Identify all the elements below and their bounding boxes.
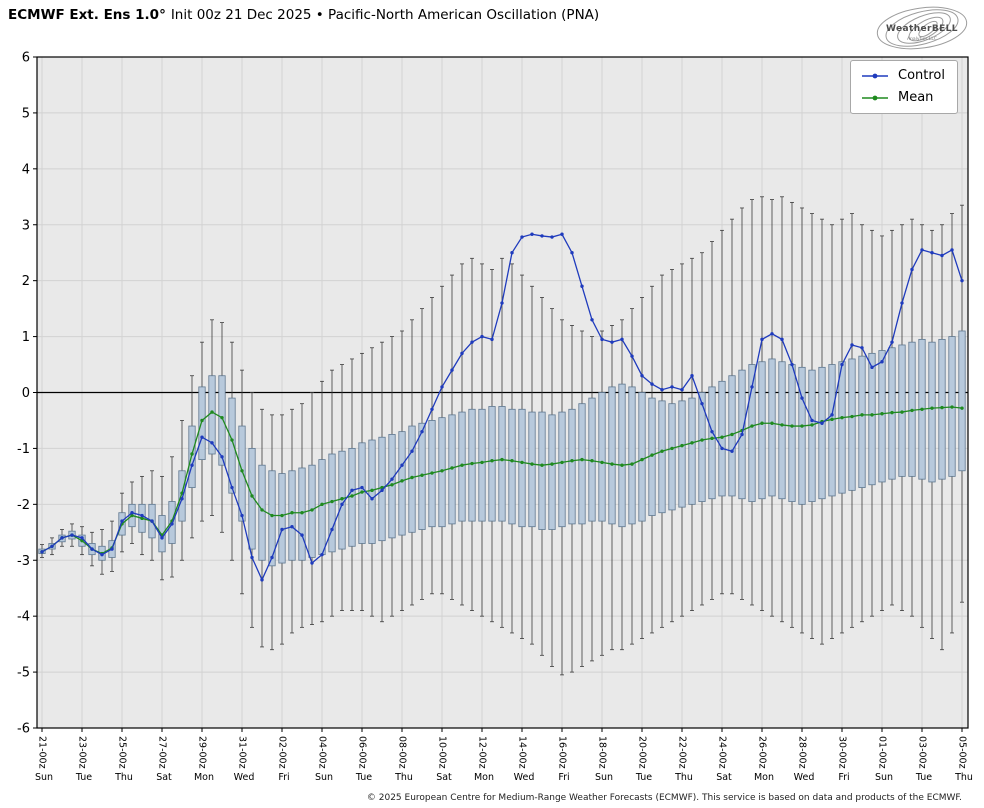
weatherbell-logo: WeatherBELL Analytics LLC [874, 2, 970, 60]
x-tick-label: 05-00z [957, 736, 968, 769]
x-tick-label: 22-00z [677, 736, 688, 769]
y-tick-label: 4 [22, 162, 30, 177]
legend-item-mean: Mean [860, 90, 945, 105]
x-tick-label: 21-00z [37, 736, 48, 769]
legend-item-control: Control [860, 68, 945, 83]
x-tick-label: 25-00z [117, 736, 128, 769]
x-tick-label: 04-00z [317, 736, 328, 769]
logo-text: WeatherBELL [886, 24, 958, 34]
logo-subtext: Analytics LLC [907, 36, 937, 42]
x-tick-weekday: Mon [194, 772, 214, 783]
x-tick-label: 26-00z [757, 736, 768, 769]
x-tick-label: 08-00z [397, 736, 408, 769]
x-tick-weekday: Sun [35, 772, 53, 783]
x-tick-label: 18-00z [597, 736, 608, 769]
mean-line-swatch [862, 95, 888, 100]
x-tick-label: 12-00z [477, 736, 488, 769]
x-tick-weekday: Fri [838, 772, 849, 783]
x-tick-label: 31-00z [237, 736, 248, 769]
y-tick-label: -2 [17, 498, 30, 513]
y-tick-label: 1 [22, 330, 30, 345]
x-tick-weekday: Sun [595, 772, 613, 783]
x-tick-label: 20-00z [637, 736, 648, 769]
x-tick-label: 03-00z [917, 736, 928, 769]
x-tick-label: 29-00z [197, 736, 208, 769]
y-tick-label: 5 [22, 106, 30, 121]
x-tick-label: 30-00z [837, 736, 848, 769]
x-tick-label: 06-00z [357, 736, 368, 769]
x-tick-weekday: Tue [635, 772, 652, 783]
x-tick-label: 16-00z [557, 736, 568, 769]
x-tick-weekday: Wed [794, 772, 815, 783]
y-tick-label: -6 [17, 722, 30, 737]
y-tick-label: 6 [22, 51, 30, 66]
x-tick-weekday: Tue [75, 772, 92, 783]
copyright-notice: © 2025 European Centre for Medium-Range … [366, 793, 962, 803]
x-tick-label: 23-00z [77, 736, 88, 769]
x-tick-label: 01-00z [877, 736, 888, 769]
chart-title: ECMWF Ext. Ens 1.0° Init 00z 21 Dec 2025 … [8, 7, 599, 23]
x-tick-weekday: Fri [278, 772, 289, 783]
chart-legend: Control Mean [850, 60, 958, 114]
x-tick-weekday: Sat [716, 772, 732, 783]
y-tick-label: 2 [22, 274, 30, 289]
x-tick-weekday: Tue [355, 772, 372, 783]
y-tick-label: -1 [17, 442, 30, 457]
y-tick-label: -5 [17, 666, 30, 681]
x-tick-label: 14-00z [517, 736, 528, 769]
weatherbell-swirl-icon: WeatherBELL Analytics LLC [876, 6, 968, 50]
x-tick-weekday: Sat [156, 772, 172, 783]
chart-title-model: ECMWF Ext. Ens 1.0° [8, 7, 166, 23]
legend-control-label: Control [898, 68, 945, 83]
x-tick-weekday: Wed [514, 772, 535, 783]
x-tick-label: 02-00z [277, 736, 288, 769]
x-tick-label: 28-00z [797, 736, 808, 769]
y-tick-label: 0 [22, 386, 30, 401]
y-tick-label: 3 [22, 218, 30, 233]
y-tick-label: -4 [17, 610, 30, 625]
x-tick-weekday: Sat [436, 772, 452, 783]
x-tick-weekday: Tue [915, 772, 932, 783]
x-tick-weekday: Mon [754, 772, 774, 783]
x-tick-weekday: Thu [114, 772, 133, 783]
control-line-swatch [862, 73, 888, 78]
x-tick-weekday: Sun [315, 772, 333, 783]
legend-mean-label: Mean [898, 90, 934, 105]
x-tick-weekday: Sun [875, 772, 893, 783]
y-tick-label: -3 [17, 554, 30, 569]
x-tick-weekday: Thu [674, 772, 693, 783]
axis-labels: -6 -5 -4 -3 -2 -1 0 1 2 3 4 5 6 21-00z Sun 23-00z Tue 25-… [17, 51, 973, 784]
x-tick-weekday: Mon [474, 772, 494, 783]
x-tick-label: 27-00z [157, 736, 168, 769]
x-tick-weekday: Fri [558, 772, 569, 783]
x-tick-label: 24-00z [717, 736, 728, 769]
series-control-line [40, 232, 964, 582]
x-tick-weekday: Thu [954, 772, 973, 783]
x-tick-weekday: Thu [394, 772, 413, 783]
x-tick-weekday: Wed [234, 772, 255, 783]
x-tick-label: 10-00z [437, 736, 448, 769]
chart-title-detail: Init 00z 21 Dec 2025 • Pacific-North Ame… [170, 7, 600, 23]
